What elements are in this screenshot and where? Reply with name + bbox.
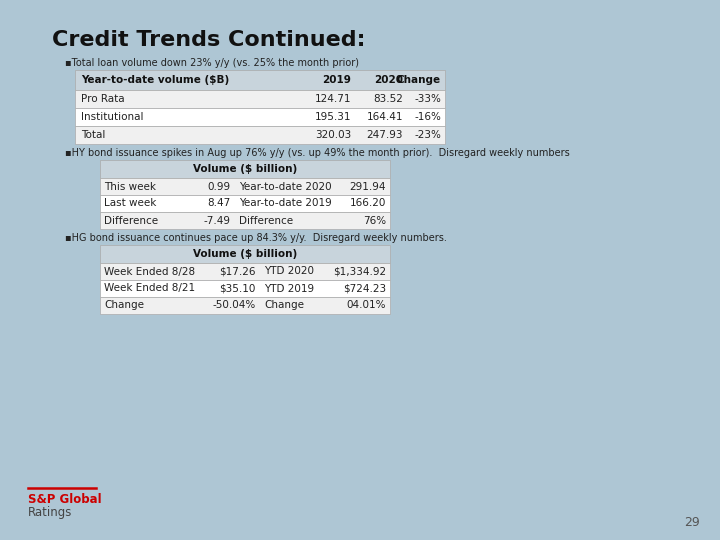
FancyBboxPatch shape xyxy=(100,160,390,178)
Text: 0.99: 0.99 xyxy=(208,181,231,192)
Text: -16%: -16% xyxy=(414,112,441,122)
Text: 83.52: 83.52 xyxy=(373,94,403,104)
FancyBboxPatch shape xyxy=(75,70,445,90)
Text: 04.01%: 04.01% xyxy=(346,300,386,310)
Text: ▪HG bond issuance continues pace up 84.3% y/y.  Disregard weekly numbers.: ▪HG bond issuance continues pace up 84.3… xyxy=(65,233,447,243)
Text: Volume ($ billion): Volume ($ billion) xyxy=(193,164,297,174)
Text: $724.23: $724.23 xyxy=(343,284,386,294)
Text: Week Ended 8/28: Week Ended 8/28 xyxy=(104,267,195,276)
Text: 76%: 76% xyxy=(363,215,386,226)
Text: -23%: -23% xyxy=(414,130,441,140)
FancyBboxPatch shape xyxy=(100,245,390,263)
Text: 2019: 2019 xyxy=(322,75,351,85)
Text: Year-to-date volume ($B): Year-to-date volume ($B) xyxy=(81,75,229,85)
Text: Difference: Difference xyxy=(239,215,293,226)
FancyBboxPatch shape xyxy=(100,195,390,212)
FancyBboxPatch shape xyxy=(100,297,390,314)
Text: Difference: Difference xyxy=(104,215,158,226)
Text: This week: This week xyxy=(104,181,156,192)
Text: Ratings: Ratings xyxy=(28,506,73,519)
Text: Change: Change xyxy=(397,75,441,85)
Text: Volume ($ billion): Volume ($ billion) xyxy=(193,249,297,259)
Text: $17.26: $17.26 xyxy=(220,267,256,276)
Text: -50.04%: -50.04% xyxy=(212,300,256,310)
Text: Credit Trends Continued:: Credit Trends Continued: xyxy=(52,30,366,50)
Text: Pro Rata: Pro Rata xyxy=(81,94,125,104)
Text: 320.03: 320.03 xyxy=(315,130,351,140)
FancyBboxPatch shape xyxy=(75,90,445,108)
Text: 8.47: 8.47 xyxy=(208,199,231,208)
Text: -33%: -33% xyxy=(414,94,441,104)
Text: ▪Total loan volume down 23% y/y (vs. 25% the month prior): ▪Total loan volume down 23% y/y (vs. 25%… xyxy=(65,58,359,68)
Text: $1,334.92: $1,334.92 xyxy=(333,267,386,276)
Text: Total: Total xyxy=(81,130,105,140)
Text: 164.41: 164.41 xyxy=(366,112,403,122)
Text: S&P Global: S&P Global xyxy=(28,493,102,506)
Text: 166.20: 166.20 xyxy=(350,199,386,208)
Text: 247.93: 247.93 xyxy=(366,130,403,140)
Text: ▪HY bond issuance spikes in Aug up 76% y/y (vs. up 49% the month prior).  Disreg: ▪HY bond issuance spikes in Aug up 76% y… xyxy=(65,148,570,158)
Text: 291.94: 291.94 xyxy=(349,181,386,192)
Text: 195.31: 195.31 xyxy=(315,112,351,122)
Text: Year-to-date 2020: Year-to-date 2020 xyxy=(239,181,332,192)
Text: -7.49: -7.49 xyxy=(204,215,231,226)
FancyBboxPatch shape xyxy=(100,212,390,229)
Text: Week Ended 8/21: Week Ended 8/21 xyxy=(104,284,195,294)
Text: 124.71: 124.71 xyxy=(315,94,351,104)
FancyBboxPatch shape xyxy=(100,263,390,280)
Text: $35.10: $35.10 xyxy=(220,284,256,294)
Text: Last week: Last week xyxy=(104,199,156,208)
Text: Year-to-date 2019: Year-to-date 2019 xyxy=(239,199,332,208)
Text: Institutional: Institutional xyxy=(81,112,143,122)
Text: YTD 2019: YTD 2019 xyxy=(264,284,314,294)
Text: Change: Change xyxy=(264,300,304,310)
FancyBboxPatch shape xyxy=(100,280,390,297)
Text: 2020: 2020 xyxy=(374,75,403,85)
FancyBboxPatch shape xyxy=(75,126,445,144)
FancyBboxPatch shape xyxy=(100,178,390,195)
Text: Change: Change xyxy=(104,300,144,310)
Text: YTD 2020: YTD 2020 xyxy=(264,267,314,276)
FancyBboxPatch shape xyxy=(75,108,445,126)
Text: 29: 29 xyxy=(684,516,700,529)
